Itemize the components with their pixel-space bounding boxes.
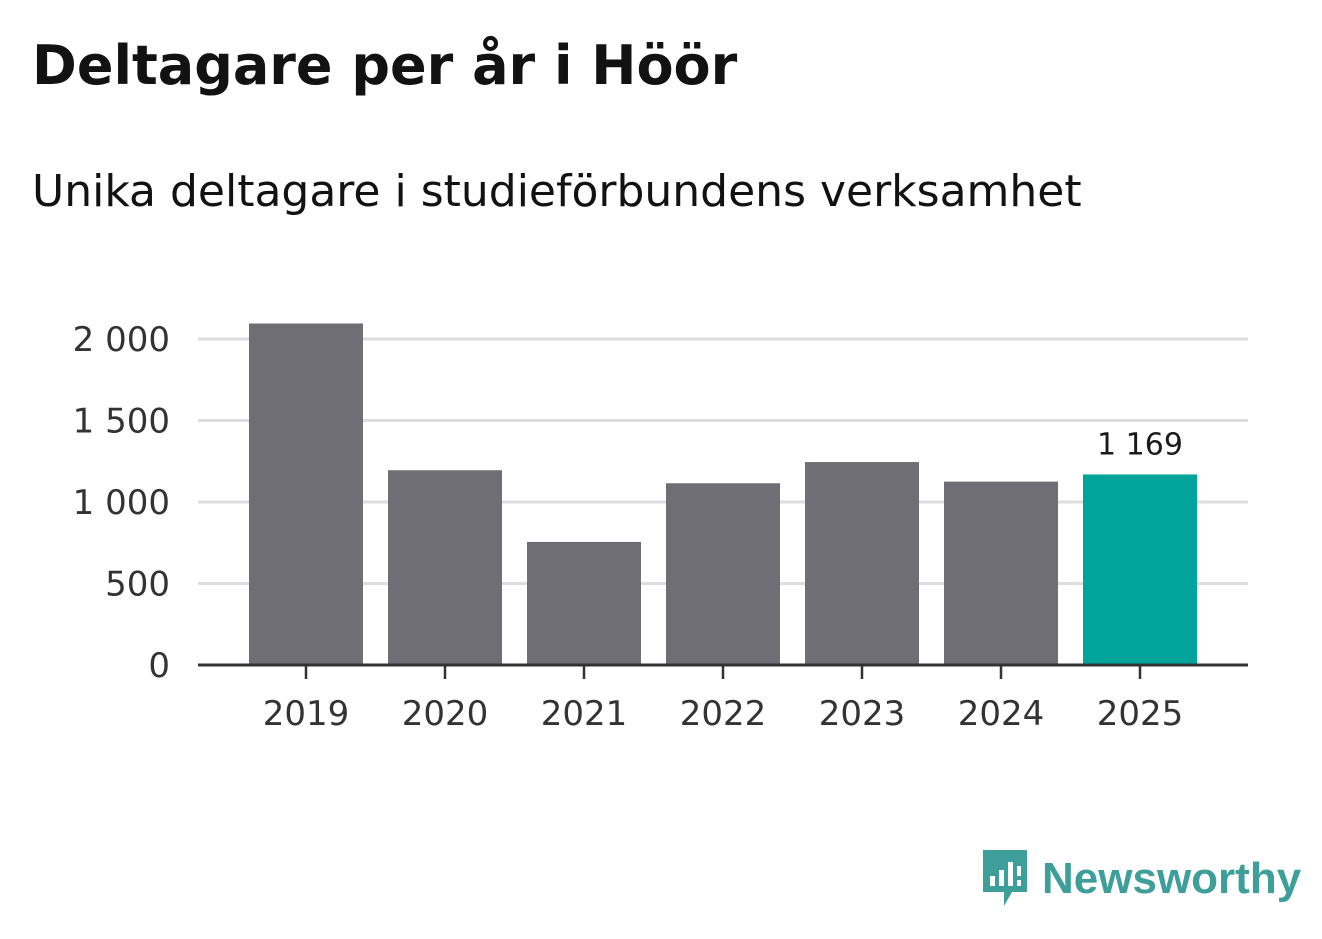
labels: 0 500 1 000 1 500 2 000 2019 2020 2021 2022 2023 2… [73, 320, 1184, 734]
x-tick-label: 2020 [402, 694, 489, 734]
bars [249, 323, 1197, 665]
y-tick-label: 2 000 [73, 320, 170, 360]
bar-2020 [388, 470, 502, 665]
y-tick-label: 1 000 [73, 483, 170, 523]
chart-title: Deltagare per år i Höör [32, 34, 738, 97]
bar-2024 [944, 481, 1058, 665]
bar-2021 [527, 541, 641, 665]
bar-2025 [1083, 474, 1197, 665]
x-tick-label: 2021 [541, 694, 628, 734]
x-tick-label: 2024 [958, 694, 1045, 734]
axes [198, 663, 1248, 679]
x-tick-label: 2023 [819, 694, 906, 734]
x-tick-label: 2022 [680, 694, 767, 734]
data-label-highlight: 1 169 [1097, 427, 1183, 462]
bar-2019 [249, 323, 363, 665]
brand-logo: Newsworthy [980, 848, 1301, 910]
bar-2023 [805, 462, 919, 665]
bar-2022 [666, 483, 780, 665]
y-tick-label: 0 [148, 646, 170, 686]
x-tick-label: 2019 [263, 694, 350, 734]
y-tick-label: 1 500 [73, 402, 170, 442]
newsworthy-logo-icon [983, 850, 1027, 906]
y-tick-label: 500 [105, 565, 170, 605]
x-tick-label: 2025 [1097, 694, 1184, 734]
brand-name: Newsworthy [1042, 854, 1302, 903]
chart-subtitle: Unika deltagare i studieförbundens verks… [32, 166, 1082, 217]
